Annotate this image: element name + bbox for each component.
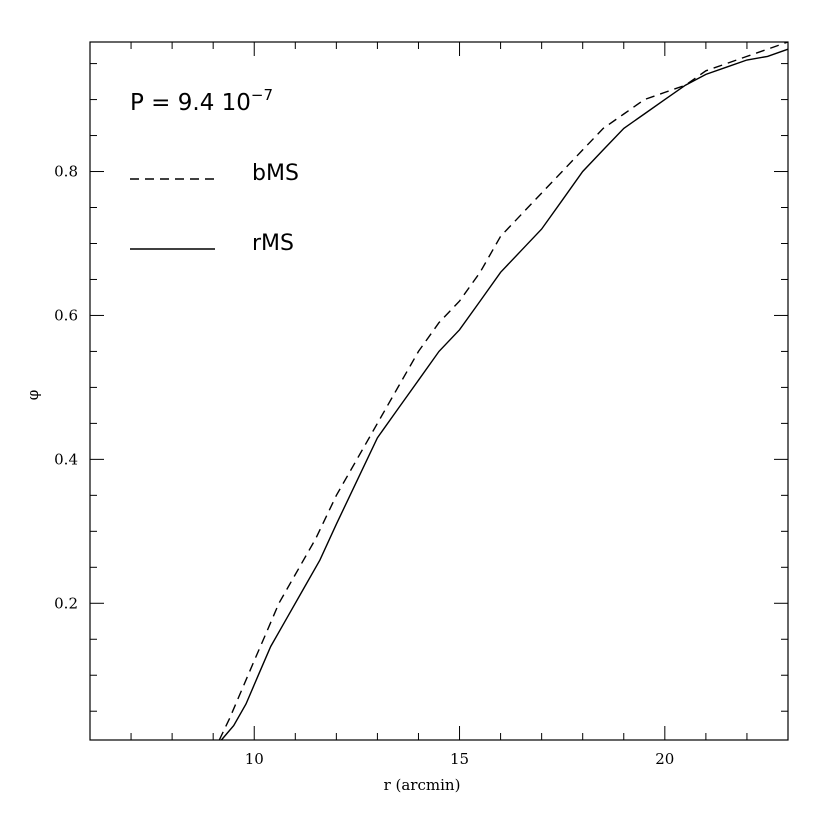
annotation-main: P = 9.4 10 — [130, 90, 251, 116]
x-tick-label: 20 — [655, 750, 674, 768]
x-tick-label: 10 — [245, 750, 264, 768]
series-line-rms — [220, 48, 789, 741]
legend-label-bms: bMS — [252, 161, 299, 186]
annotation-exponent: −7 — [251, 86, 273, 104]
significance-annotation: P = 9.4 10−7 — [130, 86, 273, 116]
y-tick-label: 0.8 — [54, 163, 78, 181]
y-tick-label: 0.6 — [54, 306, 78, 324]
series-group — [218, 41, 789, 741]
legend-label-rms: rMS — [252, 231, 294, 256]
y-tick-label: 0.2 — [54, 594, 78, 612]
tick-group: 10 15 20 0.2 0.4 0.6 0.8 — [54, 42, 789, 768]
x-tick-label: 15 — [450, 750, 469, 768]
y-tick-label: 0.4 — [54, 450, 78, 468]
plot-frame — [89, 41, 789, 741]
x-axis-title: r (arcmin) — [384, 776, 461, 794]
y-axis-title: φ — [24, 390, 42, 401]
